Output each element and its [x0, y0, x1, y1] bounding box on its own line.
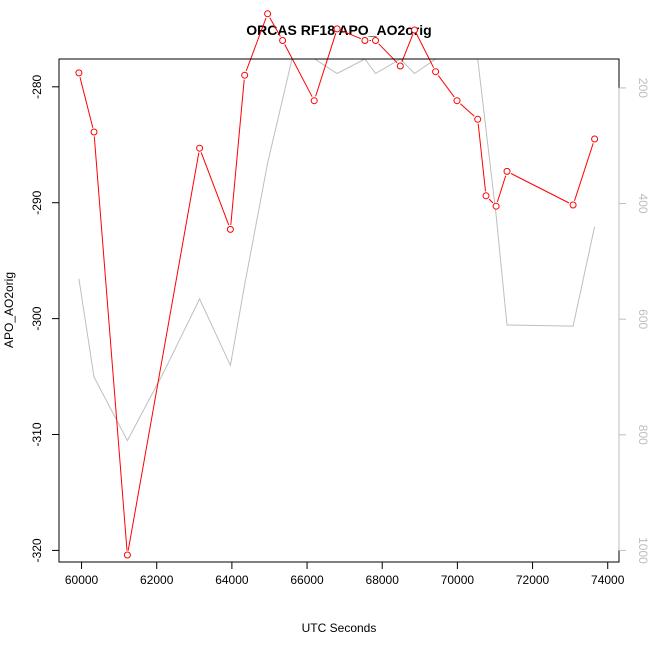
y2-axis: 200 400 600 800 1000 — [618, 78, 650, 564]
primary-series-segment — [245, 17, 267, 72]
data-point — [264, 10, 272, 18]
primary-series-segment — [200, 152, 230, 226]
primary-series-layer — [79, 17, 594, 551]
primary-series-segment — [401, 34, 414, 62]
plot-frame — [58, 58, 620, 563]
data-point — [372, 37, 379, 44]
y-tick-label: -320 — [30, 538, 44, 562]
x-tick-label: 74000 — [591, 573, 625, 587]
data-point — [310, 97, 318, 105]
data-point — [241, 71, 249, 79]
data-point — [492, 202, 500, 210]
y-axis-label: APO_AO2orig — [2, 272, 16, 348]
x-tick-label: 66000 — [290, 573, 324, 587]
data-point — [503, 167, 511, 175]
primary-series-segment — [341, 30, 361, 40]
y2-tick-label: 200 — [636, 78, 650, 98]
y-tick-label: -310 — [30, 422, 44, 446]
y-tick-label: -300 — [30, 306, 44, 330]
y-tick-label: -280 — [30, 74, 44, 98]
data-point — [279, 37, 287, 44]
y2-tick-label: 600 — [636, 309, 650, 329]
primary-series-segment — [510, 173, 570, 204]
x-tick-label: 62000 — [140, 573, 174, 587]
y-axis: -320 -310 -300 -290 -280 — [30, 74, 60, 562]
data-point — [333, 25, 341, 33]
x-tick-label: 70000 — [441, 573, 475, 587]
primary-series-segment — [284, 44, 313, 97]
x-tick-label: 60000 — [65, 573, 99, 587]
primary-series-segment — [460, 103, 475, 117]
data-point — [591, 135, 599, 143]
x-tick-label: 68000 — [366, 573, 400, 587]
primary-series-segment — [230, 79, 245, 225]
primary-series-segment — [574, 143, 594, 201]
data-point — [196, 144, 204, 152]
y2-tick-label: 800 — [636, 425, 650, 445]
x-tick-label: 72000 — [516, 573, 550, 587]
data-point — [474, 115, 482, 123]
primary-series-segment — [378, 43, 398, 64]
data-point — [123, 551, 131, 559]
data-point — [90, 128, 98, 136]
primary-series-segment — [477, 123, 486, 192]
y2-tick-label: 400 — [636, 194, 650, 214]
secondary-series-line — [78, 59, 596, 442]
primary-series-segment — [93, 136, 128, 551]
y2-tick-label: 1000 — [636, 537, 650, 564]
secondary-series-layer — [78, 59, 596, 442]
primary-series-segment — [269, 17, 281, 37]
data-point — [411, 26, 418, 34]
primary-series-segment — [315, 33, 337, 97]
data-point — [361, 37, 369, 44]
primary-series-segment — [416, 33, 435, 68]
x-tick-label: 64000 — [215, 573, 249, 587]
data-point — [75, 69, 83, 77]
primary-series-segment — [437, 75, 455, 98]
data-point — [569, 201, 577, 209]
primary-series-segment — [127, 152, 200, 551]
y-tick-label: -290 — [30, 190, 44, 214]
primary-series-segment — [79, 77, 94, 128]
data-point — [226, 225, 234, 233]
data-point — [482, 192, 490, 200]
data-point — [396, 62, 404, 70]
x-axis: 60000 62000 64000 66000 68000 70000 72000 74000 — [65, 561, 625, 587]
primary-series-segment — [496, 175, 507, 203]
x-axis-label: UTC Seconds — [302, 621, 377, 635]
data-point — [432, 68, 440, 76]
data-point — [453, 97, 461, 105]
primary-markers-layer — [75, 10, 599, 559]
primary-series-segment — [488, 198, 494, 204]
